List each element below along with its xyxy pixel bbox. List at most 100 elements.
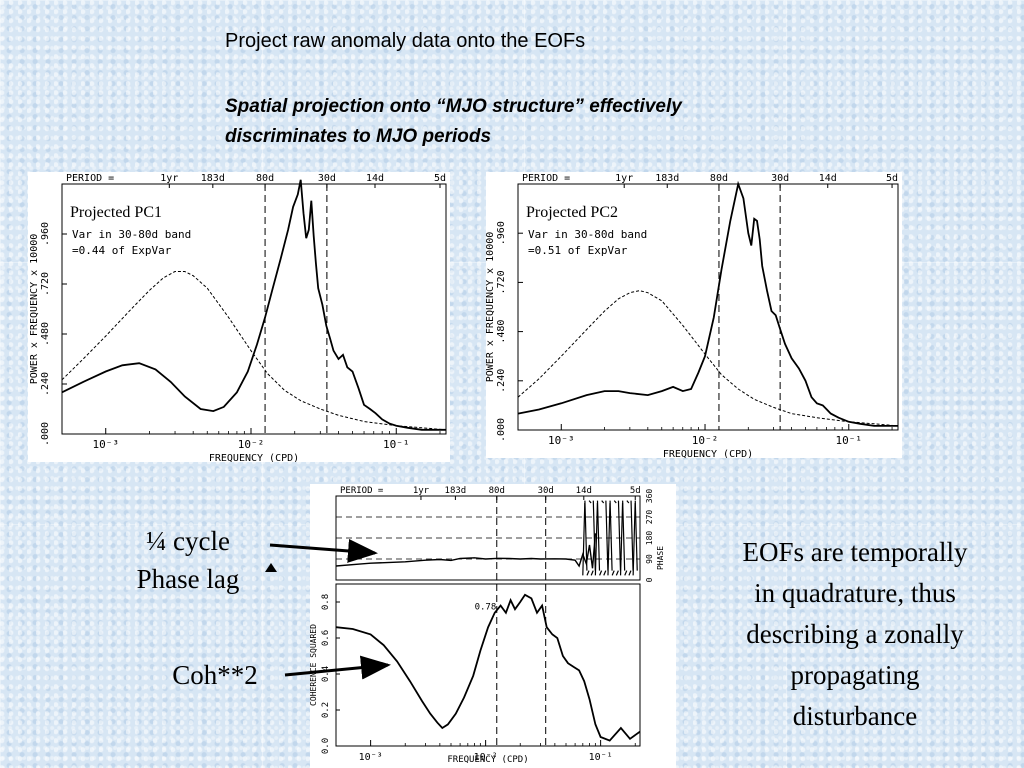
x-tick-label-1: 10⁻² — [474, 752, 498, 763]
chart-title: Projected PC1 — [70, 204, 162, 221]
phase-noise-segment — [584, 500, 588, 571]
coherence-tick-label-3: 0.6 — [321, 630, 331, 646]
band-annotation-line-1: Var in 30-80d band — [528, 228, 647, 241]
y-tick-label-3: .720 — [496, 270, 507, 294]
coherence-line — [335, 593, 641, 742]
plot-frame — [61, 183, 447, 435]
phase-noise-segment — [599, 570, 603, 576]
note-eofs-line-3: describing a zonally — [746, 619, 964, 649]
period-tick-label-4: 14d — [576, 486, 592, 496]
projected-spectrum-line — [61, 179, 446, 431]
coherence-tick-label-4: 0.8 — [321, 594, 331, 610]
period-tick-label-1: 183d — [655, 173, 679, 184]
slide-subheading: Spatial projection onto “MJO structure” … — [225, 92, 865, 152]
phase-tick-label-2: 180 — [645, 531, 654, 546]
note-coherence: Coh**2 — [172, 660, 258, 690]
note-eofs-line-5: disturbance — [792, 701, 918, 731]
phase-noise-segment — [617, 500, 622, 571]
period-label: PERIOD = — [340, 486, 384, 496]
reference-spectrum-line — [517, 290, 899, 427]
chart-phase-coherence-svg: PERIOD = 1yr 183d 80d 30d 14d 5d 10⁻³ 10⁻² 10⁻¹ 0 9… — [310, 486, 665, 765]
subheading-line-1: Spatial projection onto “MJO structure” … — [225, 96, 682, 117]
chart-pc2-svg: PERIOD = 1yr 183d 80d 30d 14d 5d 10⁻³ 10⁻² 10⁻¹ .0… — [486, 173, 899, 458]
chart-phase-coherence: PERIOD = 1yr 183d 80d 30d 14d 5d 10⁻³ 10⁻² 10⁻¹ 0 9… — [310, 484, 676, 768]
band-annotation-line-2: =0.51 of ExpVar — [528, 244, 628, 257]
period-tick-label-0: 1yr — [615, 173, 633, 184]
band-annotation-line-2: =0.44 of ExpVar — [72, 244, 172, 257]
note-eofs-line-1: EOFs are temporally — [742, 537, 968, 567]
period-tick-label-2: 80d — [489, 486, 505, 496]
phase-tick-label-1: 90 — [645, 554, 654, 564]
coherence-peak-label: 0.78 — [475, 603, 497, 613]
period-tick-label-1: 183d — [445, 486, 467, 496]
period-tick-label-4: 14d — [366, 173, 384, 184]
period-label: PERIOD = — [522, 173, 570, 184]
x-axis-label: FREQUENCY (CPD) — [447, 755, 528, 765]
phase-noise-segment — [632, 502, 636, 576]
x-tick-label-0: 10⁻³ — [359, 752, 383, 763]
note-eofs-line-2: in quadrature, thus — [754, 578, 956, 608]
chart-pc1-svg: PERIOD = 1yr 183d 80d 30d 14d 5d 10⁻³ 10⁻² 10⁻¹ .0… — [29, 173, 447, 462]
period-tick-label-4: 14d — [819, 173, 837, 184]
phase-noise-segment — [588, 500, 592, 504]
x-axis-label: FREQUENCY (CPD) — [663, 449, 753, 458]
chart-pc2: PERIOD = 1yr 183d 80d 30d 14d 5d 10⁻³ 10⁻² 10⁻¹ .0… — [486, 172, 902, 458]
x-tick-label-1: 10⁻² — [238, 438, 265, 451]
phase-noise-segment — [603, 570, 607, 576]
x-tick-label-0: 10⁻³ — [92, 438, 119, 451]
phase-noise-segment — [613, 500, 617, 504]
phase-axis-label: PHASE — [656, 546, 665, 570]
period-tick-label-3: 30d — [318, 173, 336, 184]
period-tick-label-5: 5d — [630, 486, 641, 496]
period-tick-label-5: 5d — [886, 173, 898, 184]
phase-noise-segment — [590, 570, 594, 576]
phase-noise-segment — [622, 500, 626, 571]
y-tick-label-2: .480 — [496, 320, 507, 344]
phase-line — [335, 533, 597, 569]
phase-noise-segment — [630, 500, 634, 571]
y-tick-label-0: .000 — [40, 422, 51, 446]
period-tick-label-2: 80d — [256, 173, 274, 184]
plot-frame — [517, 183, 899, 431]
note-eofs-quadrature: EOFs are temporally in quadrature, thus … — [700, 532, 1010, 737]
phase-tick-label-4: 360 — [645, 489, 654, 504]
slide-heading: Project raw anomaly data onto the EOFs — [225, 30, 586, 52]
period-tick-label-3: 30d — [538, 486, 554, 496]
projected-spectrum-line — [517, 180, 898, 427]
x-tick-label-2: 10⁻¹ — [589, 752, 613, 763]
phase-noise-segment — [582, 502, 586, 576]
y-tick-label-0: .000 — [496, 418, 507, 442]
y-tick-label-4: .960 — [496, 221, 507, 245]
x-tick-label-2: 10⁻¹ — [383, 438, 410, 451]
phase-noise-segment — [586, 570, 590, 576]
x-tick-label-2: 10⁻¹ — [836, 434, 863, 447]
coherence-axis-label: COHERENCE SQUARED — [310, 624, 318, 706]
phase-noise-segment — [626, 500, 630, 504]
period-tick-label-3: 30d — [771, 173, 789, 184]
period-tick-label-2: 80d — [710, 173, 728, 184]
phase-noise-segment — [596, 500, 601, 571]
phase-noise-segment — [605, 500, 609, 571]
phase-tick-label-3: 270 — [645, 510, 654, 525]
x-tick-label-0: 10⁻³ — [548, 434, 575, 447]
phase-noise-segment — [607, 502, 611, 576]
coherence-tick-label-2: 0.4 — [321, 666, 331, 682]
period-label: PERIOD = — [66, 173, 114, 184]
phase-noise-segment — [624, 570, 628, 576]
band-annotation-line-1: Var in 30-80d band — [72, 228, 191, 241]
x-tick-label-1: 10⁻² — [692, 434, 719, 447]
phase-noise-segment — [601, 500, 605, 504]
phase-noise-segment — [615, 570, 619, 576]
subheading-line-2: discriminates to MJO periods — [225, 126, 492, 147]
coherence-tick-label-0: 0.0 — [321, 738, 331, 754]
chart-pc1: PERIOD = 1yr 183d 80d 30d 14d 5d 10⁻³ 10⁻² 10⁻¹ .0… — [28, 172, 450, 462]
y-tick-label-4: .960 — [40, 222, 51, 246]
phase-noise-segment — [594, 502, 598, 576]
period-tick-label-0: 1yr — [413, 486, 430, 496]
y-tick-label-2: .480 — [40, 322, 51, 346]
note-phase-lag: ¼ cycle Phase lag — [108, 522, 268, 598]
period-tick-label-0: 1yr — [160, 173, 178, 184]
coherence-tick-label-1: 0.2 — [321, 702, 331, 718]
reference-spectrum-line — [61, 271, 447, 431]
period-tick-label-1: 183d — [201, 173, 225, 184]
